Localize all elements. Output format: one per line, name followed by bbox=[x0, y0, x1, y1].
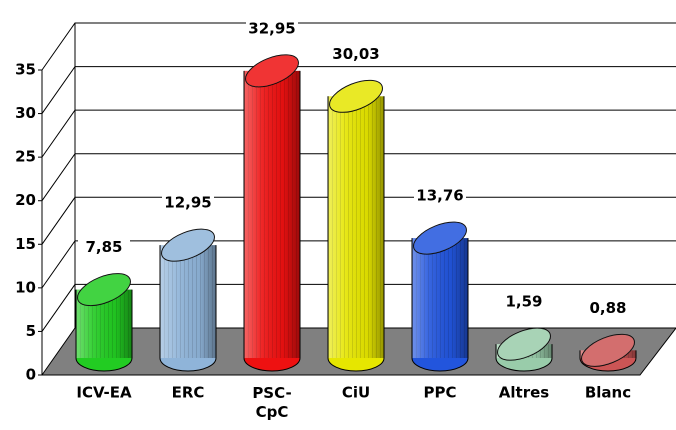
y-tick-label: 35 bbox=[15, 61, 36, 79]
x-tick-label: CiU bbox=[342, 384, 370, 402]
value-label-bg bbox=[330, 44, 382, 65]
value-label-bg bbox=[78, 237, 130, 258]
value-label: 7,85 bbox=[85, 238, 122, 256]
value-label-bg bbox=[246, 18, 298, 39]
value-label-bg bbox=[162, 193, 214, 214]
value-label: 0,88 bbox=[589, 299, 626, 317]
y-tick-label: 30 bbox=[15, 104, 36, 122]
value-label: 12,95 bbox=[164, 194, 211, 212]
value-label: 13,76 bbox=[416, 187, 463, 205]
bar-top bbox=[413, 221, 467, 255]
bar-top bbox=[77, 273, 131, 307]
x-tick-label: PPC bbox=[424, 384, 457, 402]
bar bbox=[411, 221, 469, 372]
bar-top bbox=[497, 327, 551, 361]
bar-top bbox=[329, 79, 383, 113]
bar-top-shine bbox=[497, 328, 551, 361]
bar-top-shine bbox=[161, 229, 215, 262]
bar-top bbox=[161, 228, 215, 262]
bar bbox=[327, 79, 385, 372]
bar-shade bbox=[412, 238, 468, 358]
bar-top-shine bbox=[245, 54, 299, 87]
bar-shade bbox=[160, 245, 216, 358]
y-tick-label: 20 bbox=[15, 191, 36, 209]
value-label-bg bbox=[414, 186, 466, 207]
bar-top-shine bbox=[77, 273, 131, 306]
x-tick-label: ERC bbox=[172, 384, 205, 402]
x-tick-label: PSC-CpC bbox=[252, 384, 291, 421]
bar-top-shine bbox=[413, 222, 467, 255]
y-tick-label: 25 bbox=[15, 148, 36, 166]
bar-top bbox=[581, 333, 635, 367]
value-label: 30,03 bbox=[332, 45, 379, 63]
bar bbox=[579, 333, 637, 372]
bar bbox=[243, 54, 301, 372]
value-label: 1,59 bbox=[505, 293, 542, 311]
value-label-bg bbox=[582, 298, 634, 319]
bar-top-shine bbox=[329, 80, 383, 113]
bar bbox=[495, 327, 553, 372]
y-tick-label: 15 bbox=[15, 235, 36, 253]
value-label-bg bbox=[498, 292, 550, 313]
bar bbox=[159, 228, 217, 372]
x-tick-label: ICV-EA bbox=[76, 384, 132, 402]
bar-shade bbox=[328, 96, 384, 358]
bar bbox=[75, 273, 133, 372]
x-tick-label: Altres bbox=[499, 384, 549, 402]
x-tick-label: Blanc bbox=[585, 384, 631, 402]
bar-shade bbox=[244, 70, 300, 358]
bar-top-shine bbox=[581, 334, 635, 367]
y-tick-label: 0 bbox=[26, 366, 36, 384]
y-tick-label: 5 bbox=[26, 322, 36, 340]
bar-top bbox=[245, 54, 299, 88]
y-tick-label: 10 bbox=[15, 278, 36, 296]
value-label: 32,95 bbox=[248, 19, 295, 37]
